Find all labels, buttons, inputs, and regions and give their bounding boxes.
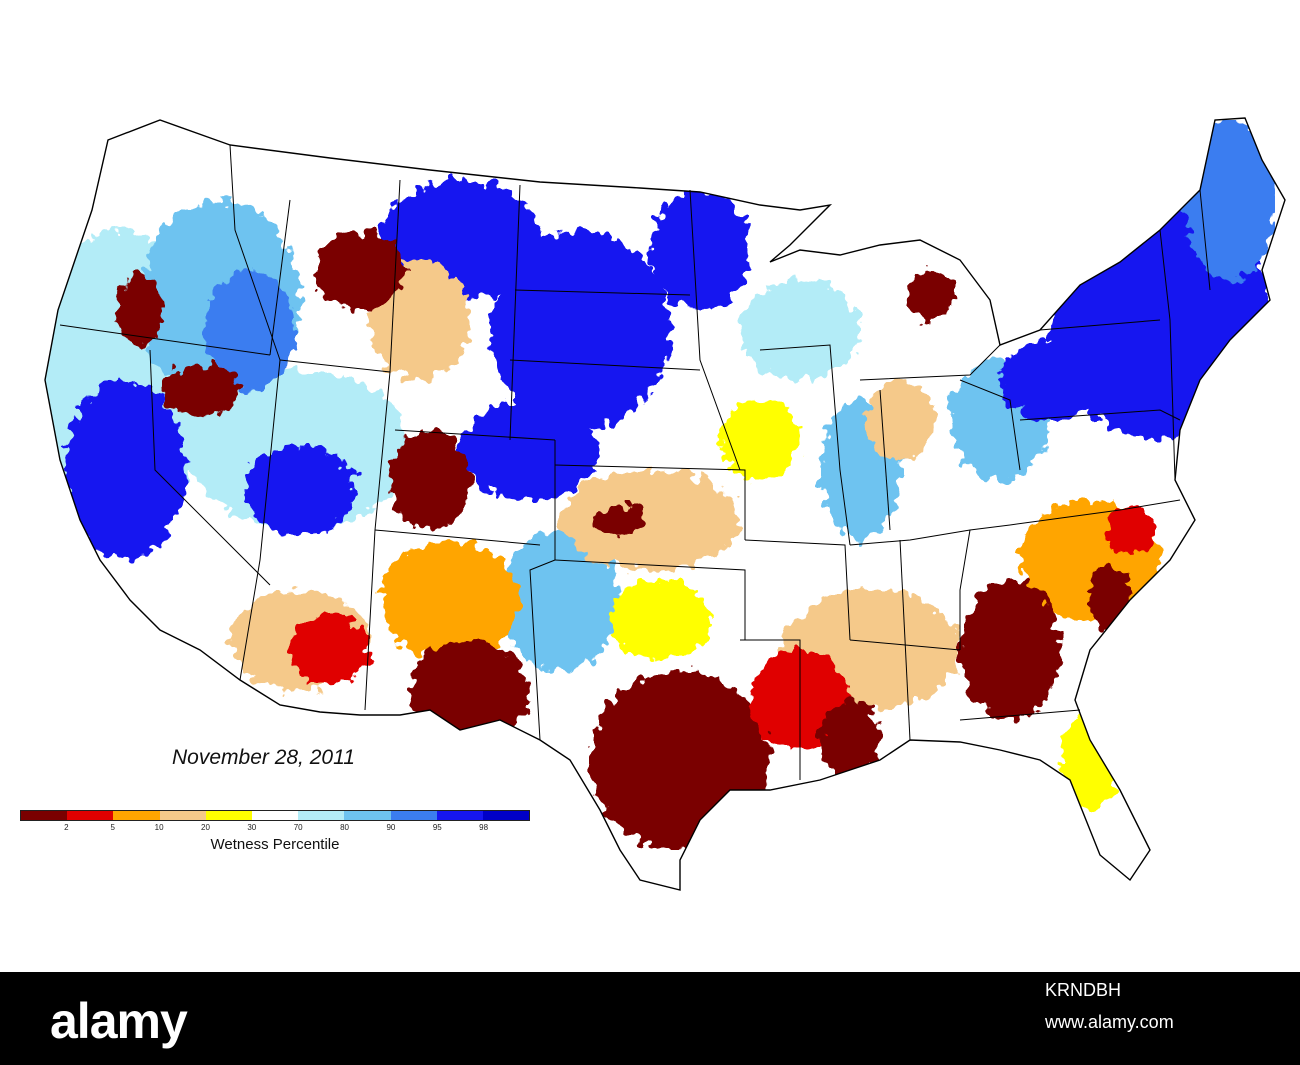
legend-swatch — [436, 811, 483, 820]
legend-tick-label: 10 — [154, 823, 164, 832]
legend-tick-label: 80 — [340, 823, 349, 832]
legend-swatch — [21, 811, 68, 820]
legend-swatch — [113, 811, 160, 820]
legend-tick-label: 30 — [247, 823, 257, 832]
legend-tick-label: 98 — [479, 823, 489, 832]
legend-ticks: 2 5 10 20 30 70 80 90 95 98 — [20, 823, 530, 835]
legend-swatch — [298, 811, 345, 820]
map-panel: November 28, 2011 2 5 10 20 30 70 80 90 95 98 Wet… — [20, 117, 1286, 891]
legend: 2 5 10 20 30 70 80 90 95 98 Wetness Percentile — [20, 810, 530, 860]
image-id: KRNDBH — [1045, 980, 1122, 1000]
legend-title: Wetness Percentile — [210, 836, 340, 853]
legend-swatch — [205, 811, 252, 820]
site-url: www.alamy.com — [1045, 1012, 1174, 1032]
footer-bar: alamy KRNDBH www.alamy.com — [0, 972, 1300, 1065]
brand-logo: alamy — [50, 993, 188, 1049]
legend-color-bar — [20, 810, 530, 821]
legend-tick-label: 90 — [386, 823, 396, 832]
legend-swatch — [251, 811, 299, 820]
state-boundaries — [44, 117, 1286, 891]
us-wetness-map — [44, 117, 1286, 891]
legend-swatch — [67, 811, 114, 820]
legend-swatch — [482, 811, 530, 820]
map-date-label: November 28, 2011 — [172, 746, 355, 769]
legend-tick-label: 95 — [432, 823, 442, 832]
legend-tick-label: 5 — [110, 823, 115, 832]
legend-tick-label: 20 — [201, 823, 210, 832]
legend-swatch — [159, 811, 206, 820]
legend-swatch — [390, 811, 437, 820]
legend-tick-label: 70 — [293, 823, 303, 832]
legend-swatch — [344, 811, 391, 820]
legend-tick-label: 2 — [64, 823, 69, 832]
